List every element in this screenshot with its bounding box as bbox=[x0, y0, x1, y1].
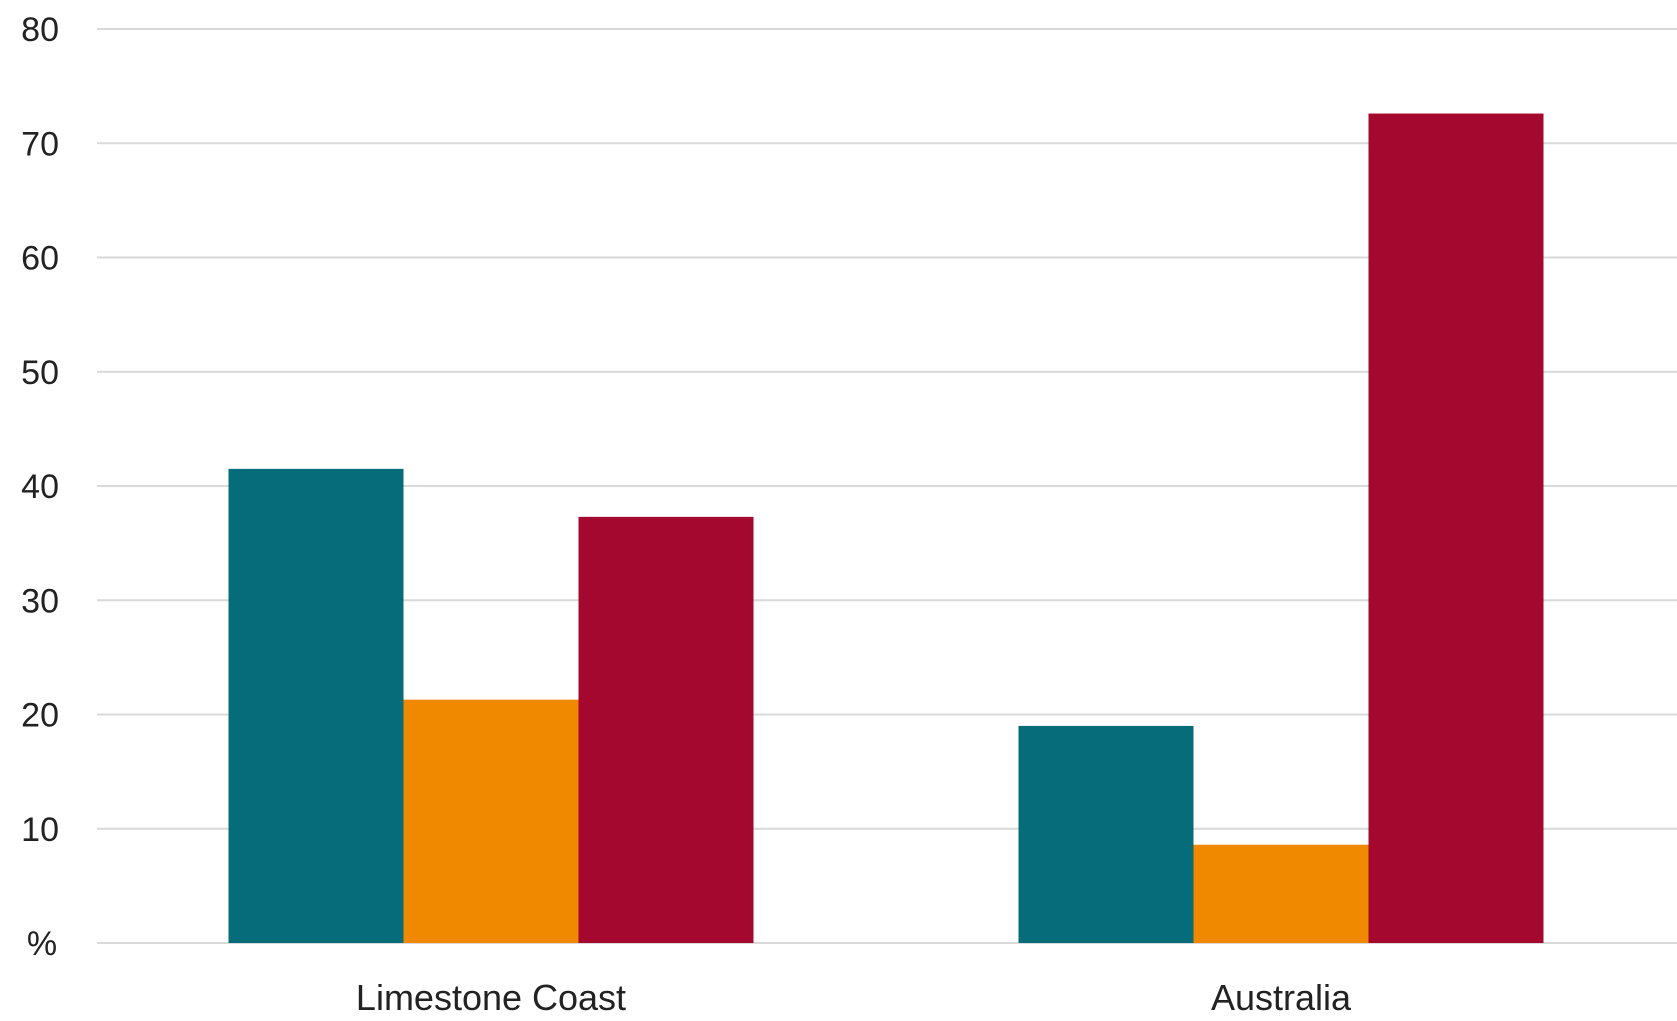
y-tick-label: 60 bbox=[21, 240, 59, 278]
y-axis: 10 20 30 40 50 60 70 80% bbox=[21, 11, 59, 963]
y-tick-label: 50 bbox=[21, 354, 59, 392]
y-tick-label: 40 bbox=[21, 468, 59, 506]
y-tick-label: 80 bbox=[21, 11, 59, 49]
y-tick-label: 10 bbox=[21, 811, 59, 849]
bar-australia-series-3 bbox=[1368, 113, 1544, 944]
x-tick-label: Australia bbox=[1211, 977, 1352, 1016]
y-axis-unit-label: % bbox=[27, 925, 57, 963]
y-tick-label: 70 bbox=[21, 125, 59, 163]
bar-limestone-coast-series-2 bbox=[403, 699, 579, 943]
y-tick-label: 20 bbox=[21, 697, 59, 735]
bars bbox=[228, 113, 1544, 944]
bar-australia-series-2 bbox=[1193, 844, 1369, 943]
x-axis: Limestone Coast Australia bbox=[356, 977, 1352, 1018]
y-tick-label: 30 bbox=[21, 582, 59, 620]
bar-limestone-coast-series-1 bbox=[228, 468, 404, 943]
bar-australia-series-1 bbox=[1018, 725, 1194, 943]
bar-limestone-coast-series-3 bbox=[578, 516, 754, 943]
x-tick-label: Limestone Coast bbox=[356, 977, 626, 1016]
